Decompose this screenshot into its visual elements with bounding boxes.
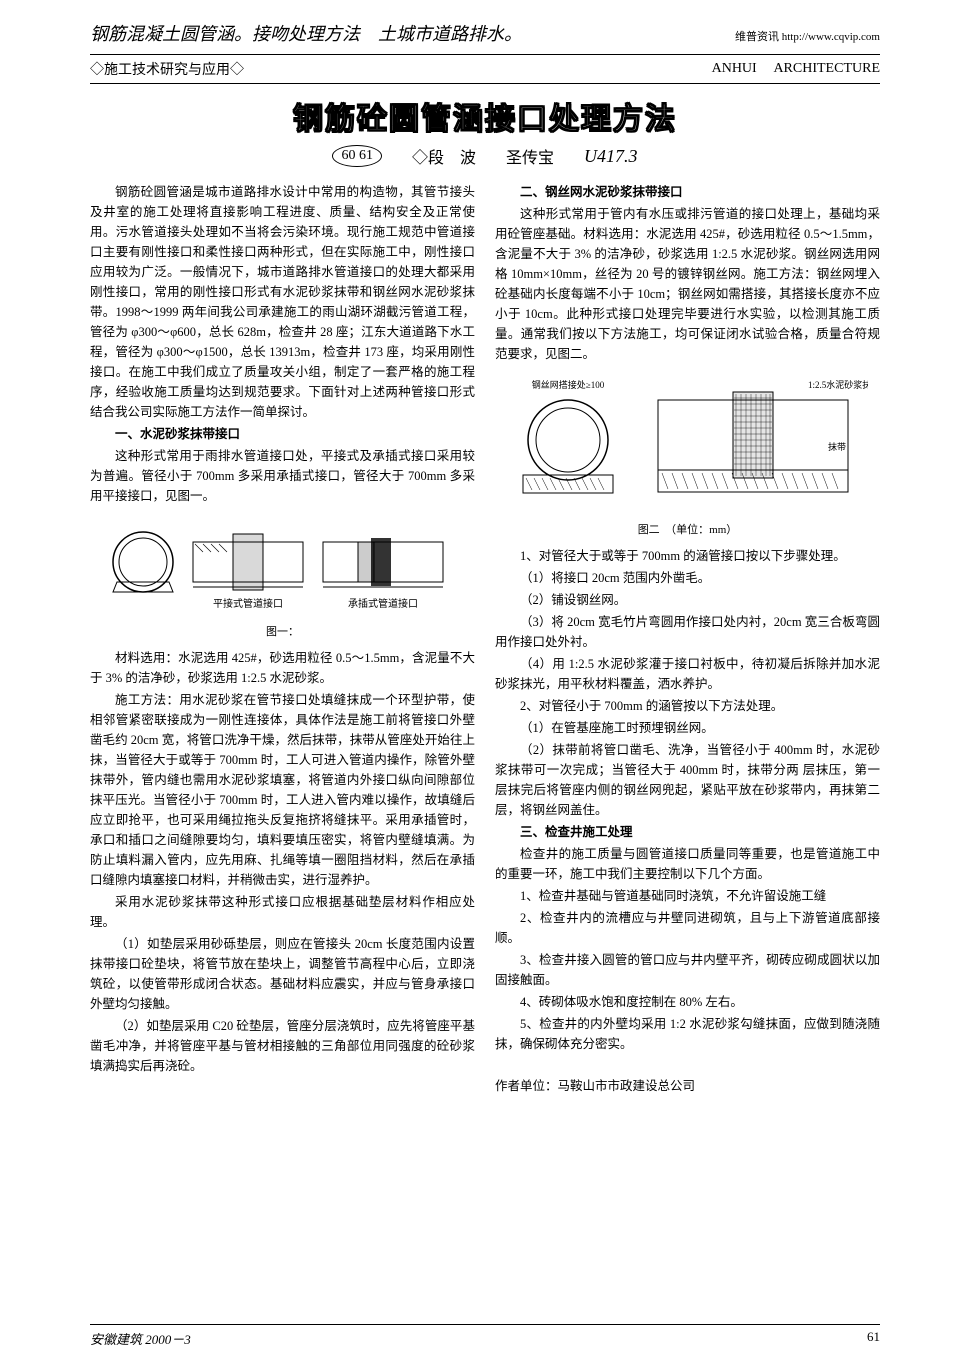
left-column: 钢筋砼圆管涵是城市道路排水设计中常用的构造物，其管节接头及井室的施工处理将直接影… bbox=[90, 182, 475, 1098]
fig1-label: 图一： bbox=[90, 624, 475, 642]
para: 材料选用：水泥选用 425#，砂选用粒径 0.5～1.5mm，含泥量不大于 3%… bbox=[90, 648, 475, 688]
para: 这种形式常用于管内有水压或排污管道的接口处理上，基础均采用砼管座基础。材料选用：… bbox=[495, 204, 880, 364]
fig2-label: 图二 （单位：mm） bbox=[495, 522, 880, 540]
para: （3）将 20cm 宽毛竹片弯圆用作接口处内衬，20cm 宽三合板弯圆用作接口处… bbox=[495, 612, 880, 652]
header-left: ◇施工技术研究与应用◇ bbox=[90, 59, 244, 79]
footer-journal: 安徽建筑 2000－3 bbox=[90, 1329, 191, 1348]
figure-2-svg: 钢丝网搭接处≥100 bbox=[508, 370, 868, 520]
section-heading: 一、水泥砂浆抹带接口 bbox=[90, 424, 475, 444]
para: 这种形式常用于雨排水管道接口处，平接式及承插式接口采用较为普遍。管径小于 700… bbox=[90, 446, 475, 506]
fig2-cap-r: 1:2.5水泥砂浆抹带 bbox=[808, 379, 868, 390]
source-url: 维普资讯 http://www.cqvip.com bbox=[735, 28, 880, 44]
para: 2、检查井内的流槽应与井壁同进砌筑，且与上下游管道底部接顺。 bbox=[495, 908, 880, 948]
para: （2）抹带前将管口凿毛、洗净，当管径小于 400mm 时，水泥砂浆抹带可一次完成… bbox=[495, 740, 880, 820]
para: （1）如垫层采用砂砾垫层，则应在管接头 20cm 长度范围内设置抹带接口砼垫块，… bbox=[90, 934, 475, 1014]
para: 5、检查井的内外壁均采用 1:2 水泥砂浆勾缝抹面，应做到随浇随抹，确保砌体充分… bbox=[495, 1014, 880, 1054]
figure-1: 平接式管道接口 承插式管道接口 图一： bbox=[90, 512, 475, 642]
section-heading: 二、钢丝网水泥砂浆抹带接口 bbox=[495, 182, 880, 202]
para: 1、对管径大于或等于 700mm 的涵管接口按以下步骤处理。 bbox=[495, 546, 880, 566]
page-number: 61 bbox=[867, 1329, 880, 1348]
para: 检查井的施工质量与圆管道接口质量同等重要，也是管道施工中的重要一环，施工中我们主… bbox=[495, 844, 880, 884]
figure-2: 钢丝网搭接处≥100 bbox=[495, 370, 880, 540]
para: 3、检查井接入圆管的管口应与井内壁平齐，砌砖应砌成圆状以加固接触面。 bbox=[495, 950, 880, 990]
fig2-cap-l: 钢丝网搭接处≥100 bbox=[531, 379, 604, 390]
class-number: U417.3 bbox=[584, 146, 638, 167]
page-footer: 安徽建筑 2000－3 61 bbox=[90, 1324, 880, 1348]
right-column: 二、钢丝网水泥砂浆抹带接口 这种形式常用于管内有水压或排污管道的接口处理上，基础… bbox=[495, 182, 880, 1098]
header-right: ANHUI ARCHITECTURE bbox=[712, 61, 880, 77]
para: 2、对管径小于 700mm 的涵管按以下方法处理。 bbox=[495, 696, 880, 716]
main-title: 钢筋砼圆管涵接口处理方法 bbox=[90, 94, 880, 138]
para: （2）铺设钢丝网。 bbox=[495, 590, 880, 610]
para: 钢筋砼圆管涵是城市道路排水设计中常用的构造物，其管节接头及井室的施工处理将直接影… bbox=[90, 182, 475, 422]
para: （1）在管基座施工时预埋钢丝网。 bbox=[495, 718, 880, 738]
top-notes: 钢筋混凝土圆管涵。接吻处理方法 土城市道路排水。 维普资讯 http://www… bbox=[90, 20, 880, 46]
section-heading: 三、检查井施工处理 bbox=[495, 822, 880, 842]
affiliation: 作者单位：马鞍山市市政建设总公司 bbox=[495, 1076, 880, 1096]
body-columns: 钢筋砼圆管涵是城市道路排水设计中常用的构造物，其管节接头及井室的施工处理将直接影… bbox=[90, 182, 880, 1098]
para: （4）用 1:2.5 水泥砂浆灌于接口衬板中，待初凝后拆除并加水泥砂浆抹光，用平… bbox=[495, 654, 880, 694]
fig1-cap-b: 承插式管道接口 bbox=[348, 597, 418, 610]
author-row: 60 61 ◇段 波 圣传宝 U417.3 bbox=[90, 144, 880, 168]
para: （1）将接口 20cm 范围内外凿毛。 bbox=[495, 568, 880, 588]
para: 采用水泥砂浆抹带这种形式接口应根据基础垫层材料作相应处理。 bbox=[90, 892, 475, 932]
author-2: 圣传宝 bbox=[506, 144, 554, 168]
para: 4、砖砌体吸水饱和度控制在 80% 左右。 bbox=[495, 992, 880, 1012]
para: 施工方法：用水泥砂浆在管节接口处填缝抹成一个环型护带，使相邻管紧密联接成为一刚性… bbox=[90, 690, 475, 890]
handwritten-note: 钢筋混凝土圆管涵。接吻处理方法 土城市道路排水。 bbox=[90, 20, 522, 46]
title-block: 钢筋砼圆管涵接口处理方法 bbox=[90, 94, 880, 138]
para: （2）如垫层采用 C20 砼垫层，管座分层浇筑时，应先将管座平基凿毛冲净，并将管… bbox=[90, 1016, 475, 1076]
running-header: ◇施工技术研究与应用◇ ANHUI ARCHITECTURE bbox=[90, 54, 880, 84]
circled-note: 60 61 bbox=[332, 145, 382, 167]
fig1-cap-a: 平接式管道接口 bbox=[213, 597, 283, 610]
para: 1、检查井基础与管道基础同时浇筑，不允许留设施工缝 bbox=[495, 886, 880, 906]
fig2-cap-b: 抹带 bbox=[828, 441, 846, 452]
author-1: ◇段 波 bbox=[412, 144, 476, 168]
figure-1-svg: 平接式管道接口 承插式管道接口 bbox=[103, 512, 463, 622]
